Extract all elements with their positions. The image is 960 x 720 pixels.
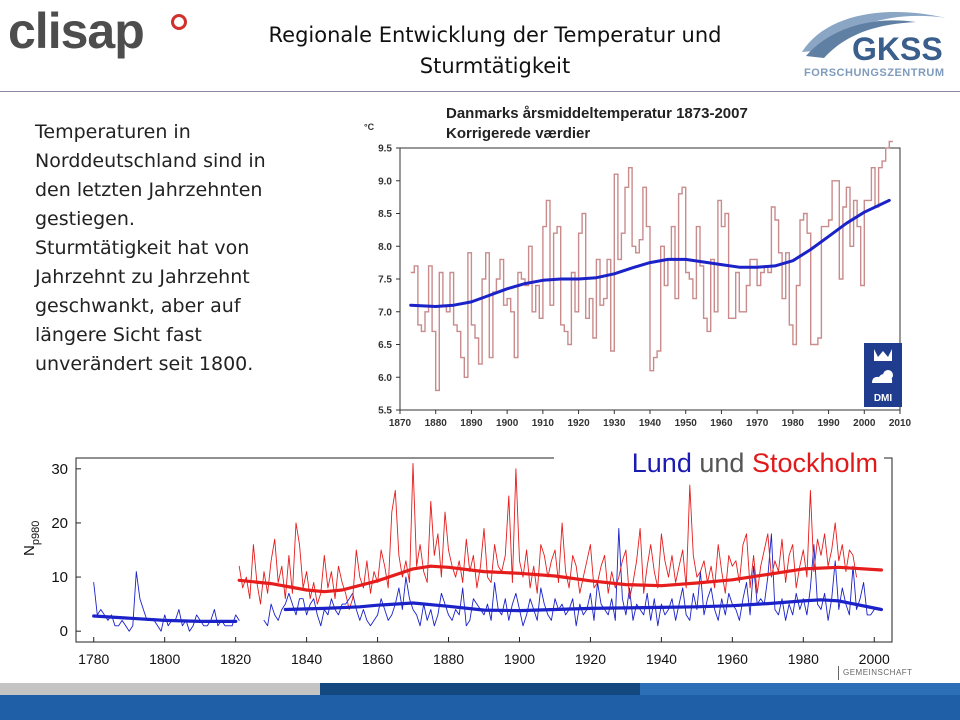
chart2-ylabel: Np980 xyxy=(21,521,42,556)
clisap-logo: clisap xyxy=(8,3,193,59)
chart2-xtick-label: 1800 xyxy=(149,651,180,667)
chart2-xtick-label: 1920 xyxy=(575,651,606,667)
chart1-xtick-label: 1930 xyxy=(603,418,626,429)
footer-bar-dark xyxy=(320,683,640,695)
chart2-ytick-label: 20 xyxy=(51,515,68,532)
temperature-chart: Danmarks årsmiddeltemperatur 1873-2007 Ko… xyxy=(364,105,912,429)
chart1-xtick-label: 1990 xyxy=(817,418,840,429)
gkss-logo-subtext: FORSCHUNGSZENTRUM xyxy=(804,67,945,79)
chart1-ytick-label: 9.5 xyxy=(378,144,392,155)
chart1-ytick-label: 8.0 xyxy=(378,242,392,253)
chart1-xtick-label: 1980 xyxy=(782,418,805,429)
chart2-xtick-label: 2000 xyxy=(859,651,890,667)
chart2-xtick-label: 1860 xyxy=(362,651,393,667)
dmi-logo-text: DMI xyxy=(874,393,893,404)
page-title: Regionale Entwicklung der Temperatur und… xyxy=(268,23,722,78)
chart1-ytick-label: 8.5 xyxy=(378,209,392,220)
gkss-logo: GKSS FORSCHUNGSZENTRUM xyxy=(802,11,946,79)
chart1-ytick-label: 6.5 xyxy=(378,340,392,351)
chart2-xtick-label: 1940 xyxy=(646,651,677,667)
gkss-swoosh-dark-icon xyxy=(806,20,916,58)
clisap-logo-text: clisap xyxy=(8,3,145,59)
chart2-ylabel-main: N xyxy=(21,545,38,556)
chart1-xtick-label: 1910 xyxy=(532,418,555,429)
und-label: und xyxy=(699,448,745,478)
chart1-title: Danmarks årsmiddeltemperatur 1873-2007 xyxy=(446,105,748,122)
chart1-xtick-label: 1900 xyxy=(496,418,519,429)
chart1-xtick-label: 2000 xyxy=(853,418,876,429)
chart2-series-lund-smooth-4 xyxy=(283,598,884,613)
chart1-ytick-label: 5.5 xyxy=(378,406,392,417)
chart2-xtick-label: 1780 xyxy=(78,651,109,667)
chart1-ytick-label: 6.0 xyxy=(378,373,392,384)
crown-icon xyxy=(874,349,892,361)
lund-label: Lund xyxy=(631,448,692,478)
chart2-ytick-label: 30 xyxy=(51,461,68,478)
footer-bar-light xyxy=(640,683,960,695)
gemeinschaft-label: GEMEINSCHAFT xyxy=(838,666,913,680)
chart1-smooth-series xyxy=(409,198,891,308)
chart1-xtick-label: 1880 xyxy=(425,418,448,429)
chart2-series-lund-smooth-3 xyxy=(92,614,238,623)
footer-bar-gray xyxy=(0,683,320,695)
chart1-ytick-label: 7.0 xyxy=(378,307,392,318)
gkss-logo-text: GKSS xyxy=(852,31,943,67)
chart1-xtick-label: 1940 xyxy=(639,418,662,429)
chart1-subtitle: Korrigerede værdier xyxy=(446,125,590,142)
logo-ring-icon xyxy=(171,14,187,30)
chart1-xtick-label: 1960 xyxy=(710,418,733,429)
chart1-ytick-label: 7.5 xyxy=(378,275,392,286)
chart1-ylabel: °C xyxy=(364,122,375,132)
chart2-xtick-label: 1980 xyxy=(788,651,819,667)
chart2-xtick-label: 1840 xyxy=(291,651,322,667)
dmi-logo: DMI xyxy=(864,343,902,407)
body-text: Temperaturen in Norddeutschland sind in … xyxy=(35,121,266,375)
chart2-xtick-label: 1960 xyxy=(717,651,748,667)
chart2-xtick-label: 1880 xyxy=(433,651,464,667)
chart1-xtick-label: 1920 xyxy=(567,418,590,429)
stockholm-label: Stockholm xyxy=(751,448,878,478)
chart2-ylabel-sub: p980 xyxy=(30,521,42,545)
storm-chart: 0 10 20 30 1780 1800 1820 1840 1860 1880 1900 1920 1… xyxy=(21,457,893,667)
storm-chart-title: Lund und Stockholm xyxy=(554,444,884,482)
chart2-xtick-label: 1820 xyxy=(220,651,251,667)
chart1-annual-series xyxy=(410,140,893,392)
chart2-ytick-label: 0 xyxy=(60,623,68,640)
chart1-xtick-label: 1870 xyxy=(389,418,412,429)
chart2-ytick-label: 10 xyxy=(51,569,68,586)
chart2-xtick-label: 1900 xyxy=(504,651,535,667)
header-divider xyxy=(0,91,960,92)
chart1-ytick-label: 9.0 xyxy=(378,176,392,187)
chart2-frame xyxy=(75,457,893,643)
cloud-icon xyxy=(872,374,893,383)
chart1-xtick-label: 1970 xyxy=(746,418,769,429)
chart1-xtick-label: 1950 xyxy=(675,418,698,429)
chart1-xtick-label: 1890 xyxy=(460,418,483,429)
chart2-series-stockholm-smooth-5 xyxy=(237,564,884,594)
chart1-xtick-label: 2010 xyxy=(889,418,912,429)
footer-bar-blue xyxy=(0,695,960,720)
chart2-series-stockholm-annual-2 xyxy=(238,462,857,610)
